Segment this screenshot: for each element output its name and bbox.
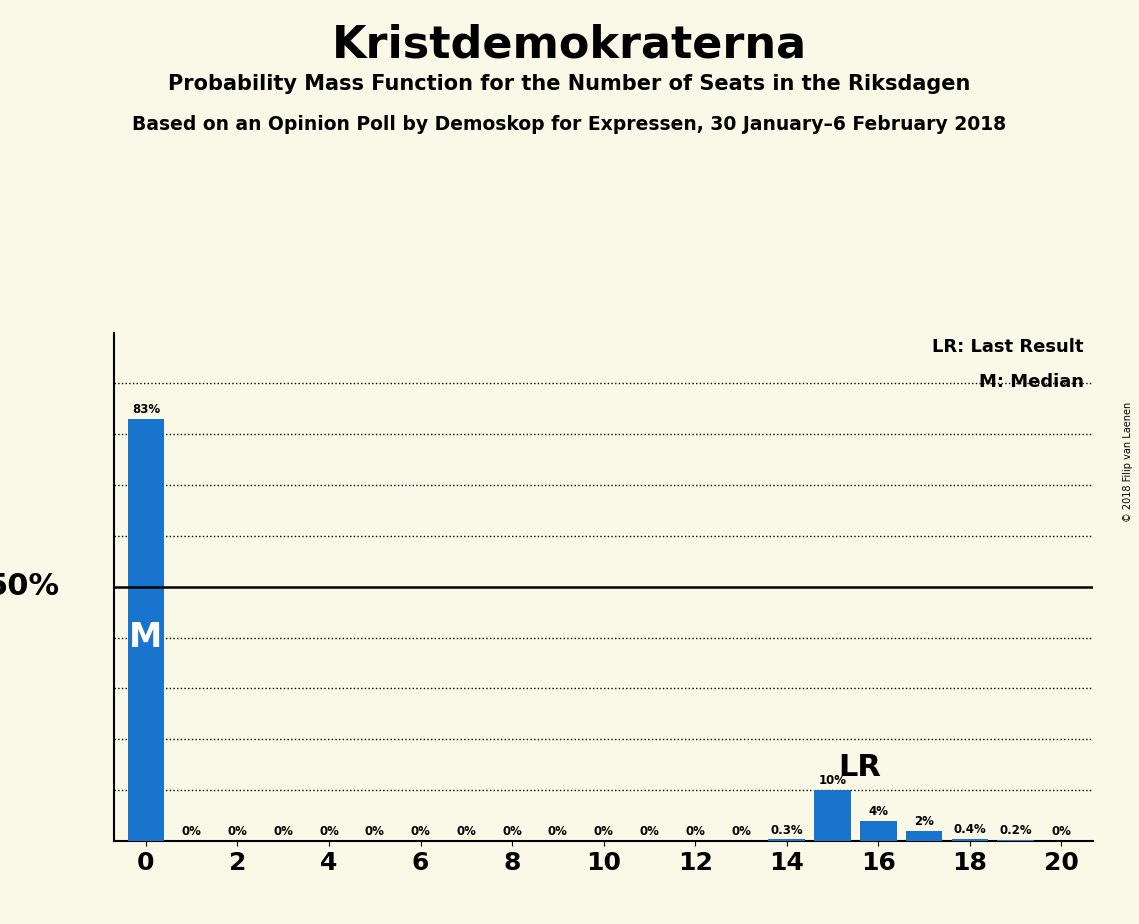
- Bar: [769, 839, 805, 841]
- Text: LR: LR: [838, 753, 882, 783]
- Text: 0%: 0%: [1051, 825, 1072, 838]
- Text: 0%: 0%: [319, 825, 339, 838]
- Bar: [860, 821, 896, 841]
- Text: 0%: 0%: [548, 825, 568, 838]
- Text: 4%: 4%: [868, 805, 888, 818]
- Text: LR: Last Result: LR: Last Result: [932, 337, 1083, 356]
- Text: 0%: 0%: [182, 825, 202, 838]
- Text: Probability Mass Function for the Number of Seats in the Riksdagen: Probability Mass Function for the Number…: [169, 74, 970, 94]
- Text: 0%: 0%: [731, 825, 751, 838]
- Text: 0%: 0%: [639, 825, 659, 838]
- Text: 0%: 0%: [593, 825, 614, 838]
- Text: Kristdemokraterna: Kristdemokraterna: [331, 23, 808, 67]
- Text: M: Median: M: Median: [978, 373, 1083, 391]
- Text: 0.4%: 0.4%: [953, 823, 986, 836]
- Text: © 2018 Filip van Laenen: © 2018 Filip van Laenen: [1123, 402, 1133, 522]
- Bar: [128, 419, 164, 841]
- Text: Based on an Opinion Poll by Demoskop for Expressen, 30 January–6 February 2018: Based on an Opinion Poll by Demoskop for…: [132, 115, 1007, 134]
- Text: 0%: 0%: [273, 825, 293, 838]
- Text: 10%: 10%: [819, 774, 846, 787]
- Text: 50%: 50%: [0, 572, 60, 602]
- Bar: [814, 790, 851, 841]
- Bar: [998, 840, 1034, 841]
- Text: M: M: [130, 621, 163, 654]
- Text: 2%: 2%: [915, 815, 934, 828]
- Bar: [906, 831, 942, 841]
- Text: 0%: 0%: [364, 825, 385, 838]
- Text: 0%: 0%: [502, 825, 522, 838]
- Text: 0%: 0%: [228, 825, 247, 838]
- Bar: [951, 839, 989, 841]
- Text: 0%: 0%: [411, 825, 431, 838]
- Text: 0.2%: 0.2%: [999, 824, 1032, 837]
- Text: 83%: 83%: [132, 404, 159, 417]
- Text: 0%: 0%: [686, 825, 705, 838]
- Text: 0%: 0%: [457, 825, 476, 838]
- Text: 0.3%: 0.3%: [770, 824, 803, 837]
